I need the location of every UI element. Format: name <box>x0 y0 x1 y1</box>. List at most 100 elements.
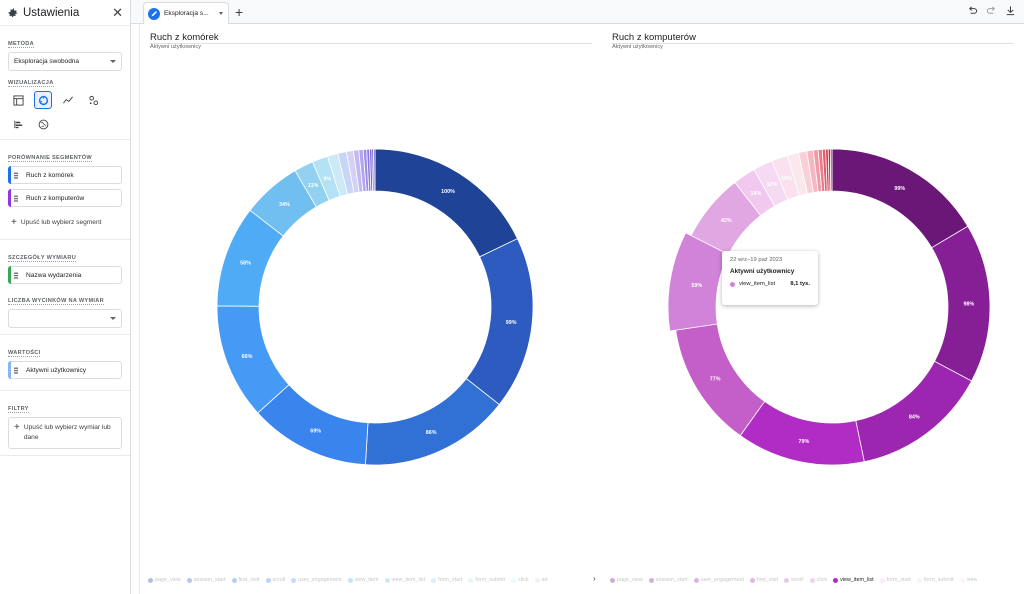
donut-slice[interactable] <box>829 148 833 192</box>
legend-color-dot <box>750 577 756 583</box>
bar-chart-icon <box>13 120 22 128</box>
chart-legend[interactable]: page_view session_start first_visit scroll u… <box>148 577 548 583</box>
donut-slice[interactable] <box>855 360 973 463</box>
method-value: Eksploracja swobodna <box>14 58 80 65</box>
donut-slice[interactable] <box>667 232 730 332</box>
viz-donut-button[interactable] <box>34 91 52 109</box>
legend-color-dot <box>431 577 437 583</box>
legend-item[interactable]: session_start <box>648 577 688 583</box>
chart-panel-desktop: Ruch z komputerów Aktywni użytkownicy 99… <box>602 24 1024 594</box>
plus-icon: + <box>14 422 20 433</box>
viz-geo-button[interactable] <box>34 115 52 133</box>
legend-item[interactable]: ad <box>534 577 548 583</box>
legend-color-dot <box>468 577 474 583</box>
donut-chart-desktop[interactable]: 99% 98% 84% 79% 77% 59% 42% 14% 12%10% <box>602 24 1024 554</box>
viz-scatter-button[interactable] <box>84 91 102 109</box>
legend-item[interactable]: page_view <box>610 577 643 583</box>
drag-handle-icon[interactable] <box>14 195 18 202</box>
donut-slice[interactable] <box>931 225 991 382</box>
legend-item[interactable]: first_visit <box>231 577 260 583</box>
legend-color-dot <box>186 577 192 583</box>
segment-chip-mobile[interactable]: Ruch z komórek <box>8 166 122 184</box>
method-select[interactable]: Eksploracja swobodna <box>8 52 122 71</box>
donut-slice[interactable] <box>739 400 865 466</box>
legend-item[interactable]: first_visit <box>750 577 778 583</box>
donut-slice[interactable] <box>831 148 969 249</box>
close-icon[interactable]: ✕ <box>112 4 123 20</box>
add-tab-button[interactable]: + <box>235 4 244 20</box>
filter-drop-zone[interactable]: + Upuść lub wybierz wymiar lub dane <box>8 417 122 449</box>
slice-label: 10% <box>781 176 792 182</box>
legend-color-dot <box>347 577 353 583</box>
viz-table-button[interactable] <box>9 91 27 109</box>
tooltip-date: 22 wrz–19 paź 2023 <box>730 257 783 263</box>
legend-item[interactable]: form_start <box>879 577 911 583</box>
method-label: METODA <box>8 41 34 48</box>
gear-icon <box>8 8 18 17</box>
legend-item[interactable]: view_item_list <box>384 577 425 583</box>
drag-handle-icon[interactable] <box>14 272 18 279</box>
legend-item[interactable]: click <box>511 577 529 583</box>
legend-label: session_start <box>193 577 226 583</box>
filters-label: FILTRY <box>8 406 29 413</box>
segments-label: PORÓWNANIE SEGMENTÓW <box>8 155 93 162</box>
drag-handle-icon[interactable] <box>14 367 18 374</box>
viz-bar-button[interactable] <box>9 115 27 133</box>
legend-item[interactable]: form_start <box>431 577 462 583</box>
slices-label: LICZBA WYCINKÓW NA WYMIAR <box>8 298 104 305</box>
tooltip-color-dot <box>730 281 735 287</box>
chevron-down-icon[interactable] <box>219 12 223 15</box>
tab-bar: Eksploracja s... + <box>131 0 1024 24</box>
legend-next-icon[interactable]: › <box>593 574 596 583</box>
slice-label: 77% <box>710 376 721 382</box>
metric-chip[interactable]: Aktywni użytkownicy <box>8 361 122 379</box>
drag-handle-icon[interactable] <box>14 172 18 179</box>
legend-item[interactable]: form_submit <box>916 577 954 583</box>
legend-item[interactable]: view_item <box>347 577 379 583</box>
legend-label: click <box>518 577 529 583</box>
metric-label: Aktywni użytkownicy <box>26 366 87 374</box>
legend-label: form_start <box>438 577 463 583</box>
dimension-chip[interactable]: Nazwa wydarzenia <box>8 266 122 284</box>
edit-icon[interactable] <box>148 7 160 20</box>
donut-slice[interactable] <box>373 148 376 192</box>
segment-drop-zone[interactable]: + Upuść lub wybierz segment <box>8 212 122 233</box>
download-icon[interactable] <box>1005 5 1016 16</box>
slices-select[interactable] <box>8 309 122 328</box>
legend-item[interactable]: scroll <box>783 577 804 583</box>
legend-item[interactable]: user_engagement <box>693 577 745 583</box>
legend-item[interactable]: user_engagement <box>291 577 342 583</box>
redo-icon[interactable] <box>986 5 997 16</box>
viz-line-button[interactable] <box>59 91 77 109</box>
plus-icon: + <box>11 217 17 228</box>
slice-label: 9% <box>323 177 331 183</box>
donut-slice[interactable] <box>374 148 518 258</box>
tooltip-metric: Aktywni użytkownicy <box>730 268 795 275</box>
line-chart-icon <box>63 96 73 104</box>
legend-item[interactable]: view <box>959 577 977 583</box>
legend-label: view_item <box>354 577 379 583</box>
legend-item[interactable]: scroll <box>265 577 285 583</box>
legend-color-dot <box>916 577 922 583</box>
legend-item[interactable]: click <box>809 577 827 583</box>
slice-label: 14% <box>750 191 761 197</box>
legend-item[interactable]: session_start <box>186 577 226 583</box>
legend-item[interactable]: view_item_list <box>833 577 874 583</box>
donut-chart-mobile[interactable]: 100% 99% 86% 69% 66% 58% 34% 11% 9% <box>140 24 602 554</box>
sidebar-header: Ustawienia ✕ <box>0 0 130 26</box>
segment-chip-desktop[interactable]: Ruch z komputerów <box>8 189 122 207</box>
legend-label: user_engagement <box>700 577 745 583</box>
legend-color-dot <box>879 577 885 583</box>
legend-label: scroll <box>790 577 804 583</box>
tab-exploration[interactable]: Eksploracja s... <box>143 2 229 24</box>
donut-slice[interactable] <box>364 378 500 466</box>
globe-icon <box>38 119 48 129</box>
legend-item[interactable]: form_submit <box>468 577 505 583</box>
chart-legend[interactable]: page_view session_start user_engagement fir… <box>610 577 977 583</box>
title-underline <box>150 43 592 44</box>
undo-icon[interactable] <box>967 5 978 16</box>
donut-slice[interactable] <box>465 238 534 406</box>
legend-item[interactable]: page_view <box>148 577 181 583</box>
toolbar-actions <box>967 5 1016 16</box>
chevron-down-icon <box>110 317 116 320</box>
